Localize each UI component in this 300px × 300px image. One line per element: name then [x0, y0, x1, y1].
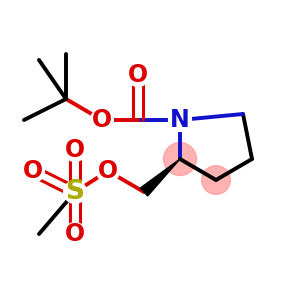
Text: O: O [65, 222, 85, 246]
Text: O: O [98, 159, 118, 183]
Circle shape [91, 109, 113, 131]
Text: O: O [23, 159, 43, 183]
Circle shape [64, 139, 86, 161]
Circle shape [64, 181, 86, 203]
Text: O: O [128, 63, 148, 87]
Circle shape [164, 142, 196, 176]
Circle shape [127, 64, 149, 86]
Circle shape [169, 109, 191, 131]
Polygon shape [140, 159, 180, 196]
Circle shape [97, 160, 119, 182]
Circle shape [22, 160, 44, 182]
Circle shape [64, 223, 86, 245]
Circle shape [202, 166, 230, 194]
Text: N: N [170, 108, 190, 132]
Text: O: O [65, 138, 85, 162]
Text: O: O [92, 108, 112, 132]
Text: S: S [65, 179, 85, 205]
